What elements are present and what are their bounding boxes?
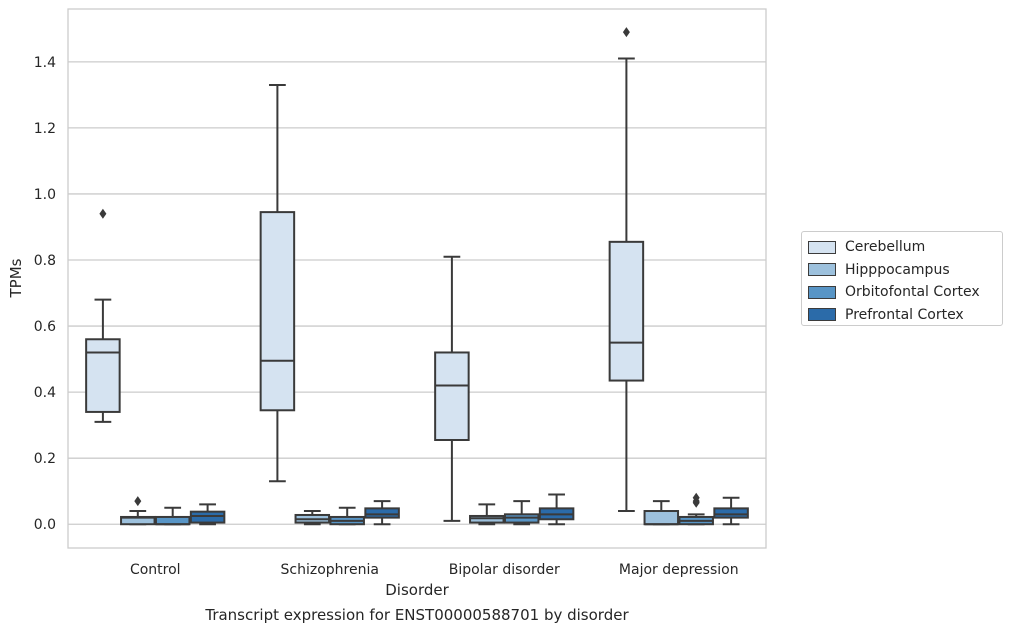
legend-swatch-orbitofrontal xyxy=(808,285,836,299)
box-body xyxy=(434,351,470,442)
box-body xyxy=(643,510,680,526)
box-2-2 xyxy=(503,500,540,526)
box-body xyxy=(608,240,645,382)
y-axis-label: TPMs xyxy=(7,258,25,298)
box-1-1 xyxy=(294,510,331,526)
legend-swatch-cerebellum xyxy=(808,240,836,254)
y-tick-label-3: 0.6 xyxy=(34,319,56,335)
y-tick-label-7: 1.4 xyxy=(34,55,56,71)
box-body xyxy=(713,507,749,519)
legend-label-cerebellum: Cerebellum xyxy=(845,239,926,256)
y-tick-label-6: 1.2 xyxy=(34,121,56,137)
x-tick-label-1: Schizophrenia xyxy=(281,562,379,578)
box-1-0 xyxy=(259,83,296,483)
box-3-1 xyxy=(643,500,680,526)
box-0-2 xyxy=(154,506,191,526)
y-tick-labels: 0.0 0.2 0.4 0.6 0.8 1.0 1.2 1.4 xyxy=(34,55,56,533)
legend-swatch-hippocampus xyxy=(808,263,836,277)
legend: Cerebellum Hipppocampus Orbitofontal Cor… xyxy=(801,231,1003,326)
box-0-1 xyxy=(120,496,156,526)
box-2-3 xyxy=(538,493,575,526)
box-1-2 xyxy=(329,506,365,526)
legend-label-orbitofrontal: Orbitofontal Cortex xyxy=(845,284,980,301)
x-tick-labels: Control Schizophrenia Bipolar disorder Majo… xyxy=(130,562,739,578)
box-1-3 xyxy=(364,500,400,526)
box-body xyxy=(364,507,400,519)
x-axis-label: Disorder xyxy=(385,581,449,599)
box-body xyxy=(189,510,226,524)
chart-caption: Transcript expression for ENST0000058870… xyxy=(205,606,629,624)
outlier-2 xyxy=(692,492,700,503)
legend-item-prefrontal: Prefrontal Cortex xyxy=(808,304,1002,327)
plot-area-frame xyxy=(67,8,767,549)
y-tick-label-4: 0.8 xyxy=(34,253,56,269)
legend-item-orbitofrontal: Orbitofontal Cortex xyxy=(808,281,1002,304)
legend-item-cerebellum: Cerebellum xyxy=(808,236,1002,259)
x-tick-label-3: Major depression xyxy=(619,562,739,578)
box-2-1 xyxy=(469,503,505,526)
outlier-0 xyxy=(99,208,107,219)
y-tick-label-1: 0.2 xyxy=(34,451,56,467)
legend-item-hippocampus: Hipppocampus xyxy=(808,259,1002,282)
box-0-0 xyxy=(85,208,121,423)
box-3-0 xyxy=(608,27,645,513)
box-body xyxy=(85,338,121,413)
box-2-0 xyxy=(434,255,470,522)
box-body xyxy=(154,515,191,526)
legend-label-prefrontal: Prefrontal Cortex xyxy=(845,306,964,323)
y-tick-label-0: 0.0 xyxy=(34,517,56,533)
outlier-0 xyxy=(622,27,630,38)
box-3-2 xyxy=(678,492,714,526)
box-0-3 xyxy=(189,503,226,526)
box-body xyxy=(259,211,296,412)
x-tick-label-0: Control xyxy=(130,562,181,578)
y-tick-label-5: 1.0 xyxy=(34,187,56,203)
legend-swatch-prefrontal xyxy=(808,308,836,322)
y-tick-label-2: 0.4 xyxy=(34,385,56,401)
box-3-3 xyxy=(713,496,749,526)
box-groups xyxy=(85,27,749,526)
x-tick-label-2: Bipolar disorder xyxy=(449,562,560,578)
gridlines xyxy=(68,61,766,525)
outlier-0 xyxy=(134,496,142,507)
legend-label-hippocampus: Hipppocampus xyxy=(845,261,950,278)
